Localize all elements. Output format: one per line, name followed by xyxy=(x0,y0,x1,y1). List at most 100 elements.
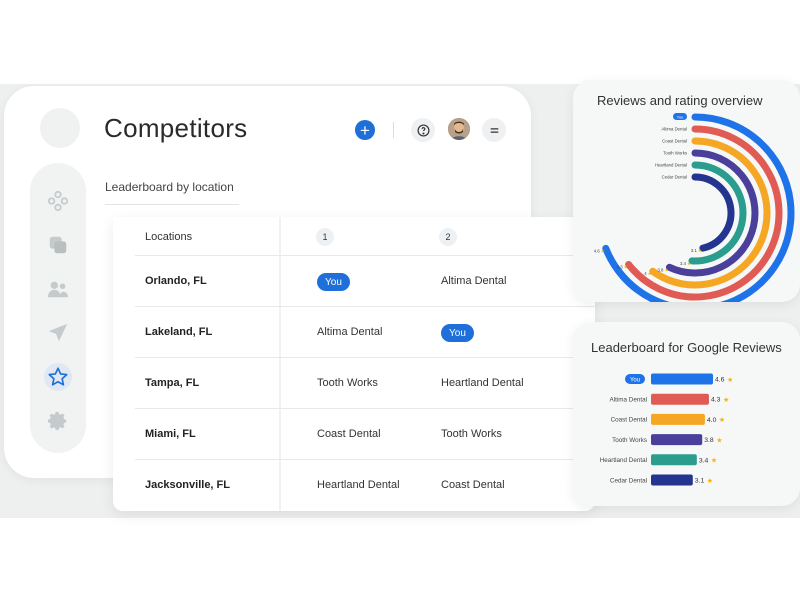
bar-series-bar xyxy=(651,393,709,405)
users-icon[interactable] xyxy=(44,275,72,303)
bar-star-icon: ★ xyxy=(711,457,717,465)
network-icon[interactable] xyxy=(44,187,72,215)
table-cell-rank-1: Coast Dental xyxy=(317,428,381,440)
bar-you-pill xyxy=(625,374,645,384)
radial-series-arc xyxy=(649,137,771,289)
help-button[interactable] xyxy=(411,118,435,142)
radial-star-icon: ★ xyxy=(648,271,652,277)
bar-value-label: 4.0 xyxy=(707,417,717,424)
bar-value-label: 4.3 xyxy=(711,397,721,404)
you-badge: You xyxy=(317,273,350,291)
bar-series-bar xyxy=(651,454,697,466)
user-avatar-icon xyxy=(448,118,470,140)
table-row-location: Jacksonville, FL xyxy=(145,479,230,491)
column-divider xyxy=(279,217,281,511)
bar-star-icon: ★ xyxy=(716,436,722,444)
table-cell-rank-2: Coast Dental xyxy=(441,479,505,491)
bar-series-bar xyxy=(651,373,713,385)
bar-category-label: You xyxy=(630,377,640,383)
radial-category-label: Coast Dental xyxy=(662,139,687,144)
table-row-location: Tampa, FL xyxy=(145,377,200,389)
bar-series-bar xyxy=(651,413,705,425)
table-row-location: Orlando, FL xyxy=(145,275,207,287)
bar-value-label: 3.8 xyxy=(704,437,714,444)
bar-star-icon: ★ xyxy=(707,477,713,485)
app-logo[interactable] xyxy=(40,108,80,148)
row-divider xyxy=(135,357,595,358)
radial-star-icon: ★ xyxy=(698,248,702,254)
radial-series-arc xyxy=(665,149,759,277)
help-icon xyxy=(416,123,430,137)
rank-2-badge: 2 xyxy=(439,228,457,246)
row-divider xyxy=(135,408,595,409)
table-cell-rank-2: Tooth Works xyxy=(441,428,502,440)
star-icon[interactable] xyxy=(44,363,72,391)
radial-category-label: Tooth Works xyxy=(663,151,687,156)
radial-category-label: Cedar Dental xyxy=(662,175,687,180)
table-row-location: Lakeland, FL xyxy=(145,326,213,338)
row-divider xyxy=(135,255,595,256)
avatar[interactable] xyxy=(448,118,470,140)
bar-value-label: 3.4 xyxy=(699,457,709,464)
radial-series-arc xyxy=(691,173,735,252)
bar-series-bar xyxy=(651,474,693,486)
radial-value-label: 3.4 xyxy=(680,261,687,266)
bar-chart: You 4.6 ★Altima Dental 4.3 ★Coast Dental 4.0 ★… xyxy=(600,373,733,486)
bar-category-label: Heartland Dental xyxy=(600,457,647,464)
header-divider xyxy=(393,122,394,138)
radial-you-pill xyxy=(673,113,687,120)
send-icon[interactable] xyxy=(44,319,72,347)
sidebar xyxy=(30,163,86,453)
leaderboard-table: Locations 1 2 Orlando, FL You Altima Den… xyxy=(113,217,595,511)
rank-1-badge: 1 xyxy=(316,228,334,246)
menu-button[interactable] xyxy=(482,118,506,142)
radial-star-icon: ★ xyxy=(664,267,668,273)
radial-series-arc xyxy=(688,161,747,265)
bar-star-icon: ★ xyxy=(723,396,729,404)
radial-value-label: 4.6 xyxy=(594,248,601,253)
table-cell-rank-2: Heartland Dental xyxy=(441,377,524,389)
layers-icon[interactable] xyxy=(44,231,72,259)
bar-star-icon: ★ xyxy=(727,376,733,384)
table-row-location: Miami, FL xyxy=(145,428,196,440)
menu-icon xyxy=(490,127,498,133)
radial-chart-title: Reviews and rating overview xyxy=(597,93,763,108)
row-divider xyxy=(135,306,595,307)
google-reviews-panel: Leaderboard for Google Reviews You 4.6 ★ Al… xyxy=(573,322,800,506)
bar-series-bar xyxy=(651,434,703,446)
radial-star-icon: ★ xyxy=(624,264,628,270)
bar-category-label: Cedar Dental xyxy=(610,477,647,484)
radial-star-icon: ★ xyxy=(687,261,691,267)
radial-series-arc xyxy=(625,125,783,301)
radial-value-label: 3.8 xyxy=(657,267,664,272)
radial-value-label: 4 xyxy=(644,271,647,276)
bar-star-icon: ★ xyxy=(719,416,725,424)
bar-chart-title: Leaderboard for Google Reviews xyxy=(591,340,782,355)
bar-category-label: Altima Dental xyxy=(610,397,647,404)
table-cell-rank-2: Altima Dental xyxy=(441,275,507,287)
radial-value-label: 4.3 xyxy=(617,264,624,269)
page-title: Competitors xyxy=(104,113,248,143)
gear-icon[interactable] xyxy=(44,407,72,435)
bar-value-label: 4.6 xyxy=(715,377,725,384)
header-locations: Locations xyxy=(145,231,193,243)
table-cell-rank-1: Tooth Works xyxy=(317,377,378,389)
row-divider xyxy=(135,459,595,460)
bar-category-label: Coast Dental xyxy=(611,417,647,424)
radial-category-label: You xyxy=(677,115,684,120)
subtitle-underline xyxy=(105,204,239,205)
radial-series-arc xyxy=(602,113,795,302)
bar-value-label: 3.1 xyxy=(695,478,705,485)
reviews-overview-panel: Reviews and rating overview You 4.6 ★ Altim… xyxy=(573,80,800,302)
add-competitor-button[interactable]: + xyxy=(355,120,375,140)
leaderboard-subtitle: Leaderboard by location xyxy=(105,180,234,194)
radial-value-label: 3.1 xyxy=(691,248,698,253)
you-badge: You xyxy=(441,324,474,342)
table-cell-rank-1: Altima Dental xyxy=(317,326,383,338)
bar-category-label: Tooth Works xyxy=(612,437,647,444)
table-cell-rank-1: Heartland Dental xyxy=(317,479,400,491)
radial-category-label: Heartland Dental xyxy=(655,163,687,168)
radial-star-icon: ★ xyxy=(601,248,605,254)
radial-category-label: Altima Dental xyxy=(661,127,687,132)
